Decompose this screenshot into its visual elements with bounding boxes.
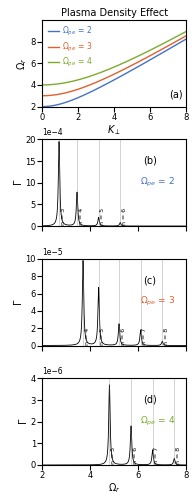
Text: $\Omega_{pe}$ = 4: $\Omega_{pe}$ = 4 bbox=[140, 415, 176, 428]
Legend: $\Omega_{pe}$ = 2, $\Omega_{pe}$ = 3, $\Omega_{pe}$ = 4: $\Omega_{pe}$ = 2, $\Omega_{pe}$ = 3, $\… bbox=[45, 22, 96, 72]
Text: (a): (a) bbox=[169, 90, 183, 100]
Text: n = 5: n = 5 bbox=[100, 208, 105, 225]
Text: n = 4: n = 4 bbox=[85, 328, 90, 344]
$\Omega_{pe}$ = 3 bbox=[159, 47, 161, 53]
Title: Plasma Density Effect: Plasma Density Effect bbox=[61, 8, 168, 18]
Text: n = 7: n = 7 bbox=[142, 328, 147, 344]
$\Omega_{pe}$ = 3 bbox=[182, 34, 184, 40]
Text: n = 8: n = 8 bbox=[176, 447, 181, 464]
Text: n = 6: n = 6 bbox=[121, 328, 126, 344]
X-axis label: $K_\perp$: $K_\perp$ bbox=[107, 123, 121, 137]
Text: n = 8: n = 8 bbox=[164, 328, 169, 344]
$\Omega_{pe}$ = 3 bbox=[185, 33, 187, 39]
Text: (d): (d) bbox=[143, 394, 157, 404]
Text: n = 5: n = 5 bbox=[100, 328, 105, 344]
$\Omega_{pe}$ = 4 bbox=[182, 30, 184, 36]
$\Omega_{pe}$ = 3 bbox=[109, 73, 112, 79]
$\Omega_{pe}$ = 2 bbox=[182, 38, 184, 44]
$\Omega_{pe}$ = 3 bbox=[110, 72, 113, 78]
$\Omega_{pe}$ = 4 bbox=[185, 28, 187, 34]
Text: n = 4: n = 4 bbox=[79, 208, 84, 225]
Text: (b): (b) bbox=[143, 156, 157, 166]
$\Omega_{pe}$ = 4 bbox=[41, 82, 43, 88]
$\Omega_{pe}$ = 2 bbox=[41, 104, 43, 110]
$\Omega_{pe}$ = 3 bbox=[127, 64, 129, 70]
$\Omega_{pe}$ = 2 bbox=[109, 79, 112, 85]
Text: n = 6: n = 6 bbox=[122, 208, 127, 225]
Y-axis label: $\Omega_r$: $\Omega_r$ bbox=[15, 57, 29, 70]
Text: $\Omega_{pe}$ = 2: $\Omega_{pe}$ = 2 bbox=[140, 176, 175, 189]
$\Omega_{pe}$ = 4 bbox=[109, 66, 112, 71]
$\Omega_{pe}$ = 4 bbox=[110, 65, 113, 71]
Line: $\Omega_{pe}$ = 3: $\Omega_{pe}$ = 3 bbox=[42, 36, 186, 96]
Y-axis label: $\Gamma$: $\Gamma$ bbox=[17, 418, 29, 426]
$\Omega_{pe}$ = 2 bbox=[185, 36, 187, 42]
$\Omega_{pe}$ = 4 bbox=[159, 42, 161, 48]
Text: $\Omega_{pe}$ = 3: $\Omega_{pe}$ = 3 bbox=[140, 296, 175, 308]
$\Omega_{pe}$ = 3 bbox=[41, 93, 43, 99]
Text: n = 5: n = 5 bbox=[111, 447, 116, 464]
$\Omega_{pe}$ = 3 bbox=[119, 68, 121, 74]
Text: n = 3: n = 3 bbox=[61, 208, 66, 225]
Y-axis label: $\Gamma$: $\Gamma$ bbox=[12, 298, 24, 306]
$\Omega_{pe}$ = 4 bbox=[119, 62, 121, 68]
$\Omega_{pe}$ = 4 bbox=[127, 58, 129, 64]
Y-axis label: $\Gamma$: $\Gamma$ bbox=[12, 179, 24, 186]
Text: n = 7: n = 7 bbox=[154, 447, 159, 464]
Text: n = 6: n = 6 bbox=[133, 447, 138, 464]
Text: (c): (c) bbox=[143, 275, 156, 285]
X-axis label: $\Omega_r$: $\Omega_r$ bbox=[108, 482, 121, 496]
Line: $\Omega_{pe}$ = 4: $\Omega_{pe}$ = 4 bbox=[42, 32, 186, 85]
$\Omega_{pe}$ = 2 bbox=[119, 74, 121, 80]
$\Omega_{pe}$ = 2 bbox=[127, 70, 129, 75]
$\Omega_{pe}$ = 2 bbox=[159, 51, 161, 57]
Line: $\Omega_{pe}$ = 2: $\Omega_{pe}$ = 2 bbox=[42, 39, 186, 106]
$\Omega_{pe}$ = 2 bbox=[110, 78, 113, 84]
